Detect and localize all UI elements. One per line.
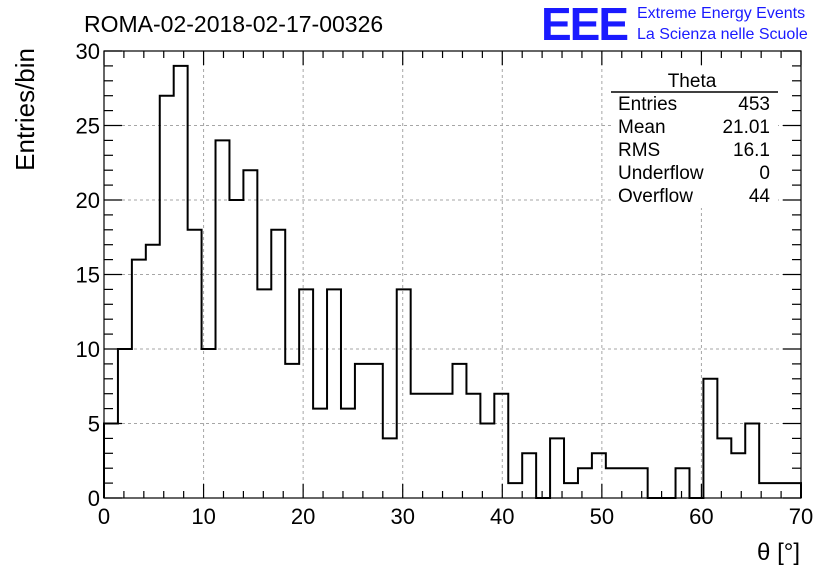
histogram-bin — [188, 230, 202, 498]
histogram-bin — [480, 424, 494, 499]
histogram-bin — [146, 245, 160, 498]
y-tick-label: 15 — [76, 263, 100, 288]
histogram-bin — [592, 453, 606, 498]
y-tick-label: 25 — [76, 114, 100, 139]
histogram-bin — [773, 483, 787, 498]
histogram-bin — [550, 438, 564, 498]
histogram-bin — [313, 409, 327, 498]
histogram-bin — [703, 379, 717, 498]
y-tick-label: 30 — [76, 39, 100, 64]
histogram-bin — [787, 483, 801, 498]
histogram-bin — [355, 364, 369, 498]
stats-value: 21.01 — [722, 117, 770, 138]
x-axis-label: θ [°] — [757, 539, 800, 566]
histogram-bin — [522, 453, 536, 498]
histogram-bin — [132, 260, 146, 498]
y-tick-label: 20 — [76, 188, 100, 213]
histogram-bin — [564, 483, 578, 498]
x-tick-label: 60 — [689, 504, 713, 529]
histogram-bin — [299, 289, 313, 498]
histogram-bin — [285, 364, 299, 498]
x-tick-label: 40 — [490, 504, 514, 529]
histogram-bin — [508, 483, 522, 498]
y-tick-label: 10 — [76, 337, 100, 362]
x-tick-label: 70 — [789, 504, 813, 529]
chart-title: ROMA-02-2018-02-17-00326 — [84, 11, 383, 37]
x-tick-labels: 0 10 20 30 40 50 60 70 — [98, 504, 813, 529]
stats-label: RMS — [618, 140, 660, 161]
x-tick-label: 20 — [291, 504, 315, 529]
histogram-bin — [216, 140, 230, 498]
x-tick-label: 50 — [590, 504, 614, 529]
histogram-bin — [745, 424, 759, 499]
x-tick-label: 10 — [191, 504, 215, 529]
histogram-bin — [383, 438, 397, 498]
histogram-bin — [425, 394, 439, 498]
histogram-bin — [397, 289, 411, 498]
eee-logo-letters: EEE — [541, 0, 627, 50]
stats-value: 453 — [738, 94, 770, 115]
histogram-series-theta — [103, 64, 802, 499]
histogram-bin — [160, 96, 174, 498]
y-tick-labels: 0 5 10 15 20 25 30 — [76, 39, 100, 511]
histogram-bin — [717, 438, 731, 498]
stats-value: 0 — [759, 163, 770, 184]
histogram-bin — [466, 394, 480, 498]
histogram-bin — [174, 66, 188, 498]
histogram-bin — [341, 409, 355, 498]
x-tick-label: 30 — [390, 504, 414, 529]
histogram-bin — [327, 289, 341, 498]
stats-title: Theta — [668, 71, 717, 92]
stats-label: Mean — [618, 117, 666, 138]
histogram-bin — [243, 170, 257, 498]
histogram-bin — [369, 364, 383, 498]
stats-value: 44 — [749, 186, 771, 207]
histogram-bin — [439, 394, 453, 498]
x-tick-label: 0 — [98, 504, 110, 529]
logo-line-1: Extreme Energy Events — [637, 5, 805, 22]
histogram-bin — [104, 424, 118, 499]
stats-label: Underflow — [618, 163, 704, 184]
histogram-bin — [634, 468, 648, 498]
stats-label: Overflow — [618, 186, 693, 207]
y-tick-label: 5 — [88, 412, 100, 437]
histogram-bin — [606, 468, 620, 498]
y-axis-label: Entries/bin — [10, 48, 40, 171]
y-tick-label: 0 — [88, 486, 100, 511]
stats-label: Entries — [618, 94, 677, 115]
histogram-bin — [494, 394, 508, 498]
eee-logo: EEE Extreme Energy Events La Scienza nel… — [541, 0, 808, 50]
axis-ticks — [103, 50, 802, 499]
logo-line-2: La Scienza nelle Scuole — [637, 26, 808, 43]
histogram-bin — [411, 394, 425, 498]
histogram-bin — [676, 468, 690, 498]
histogram-bin — [257, 289, 271, 498]
histogram-bin — [578, 468, 592, 498]
histogram-bin — [271, 230, 285, 498]
histogram-bin — [453, 364, 467, 498]
stats-box: Theta Entries 453 Mean 21.01 RMS 16.1 Underflo… — [611, 68, 778, 208]
histogram-bin — [731, 453, 745, 498]
stats-value: 16.1 — [733, 140, 770, 161]
